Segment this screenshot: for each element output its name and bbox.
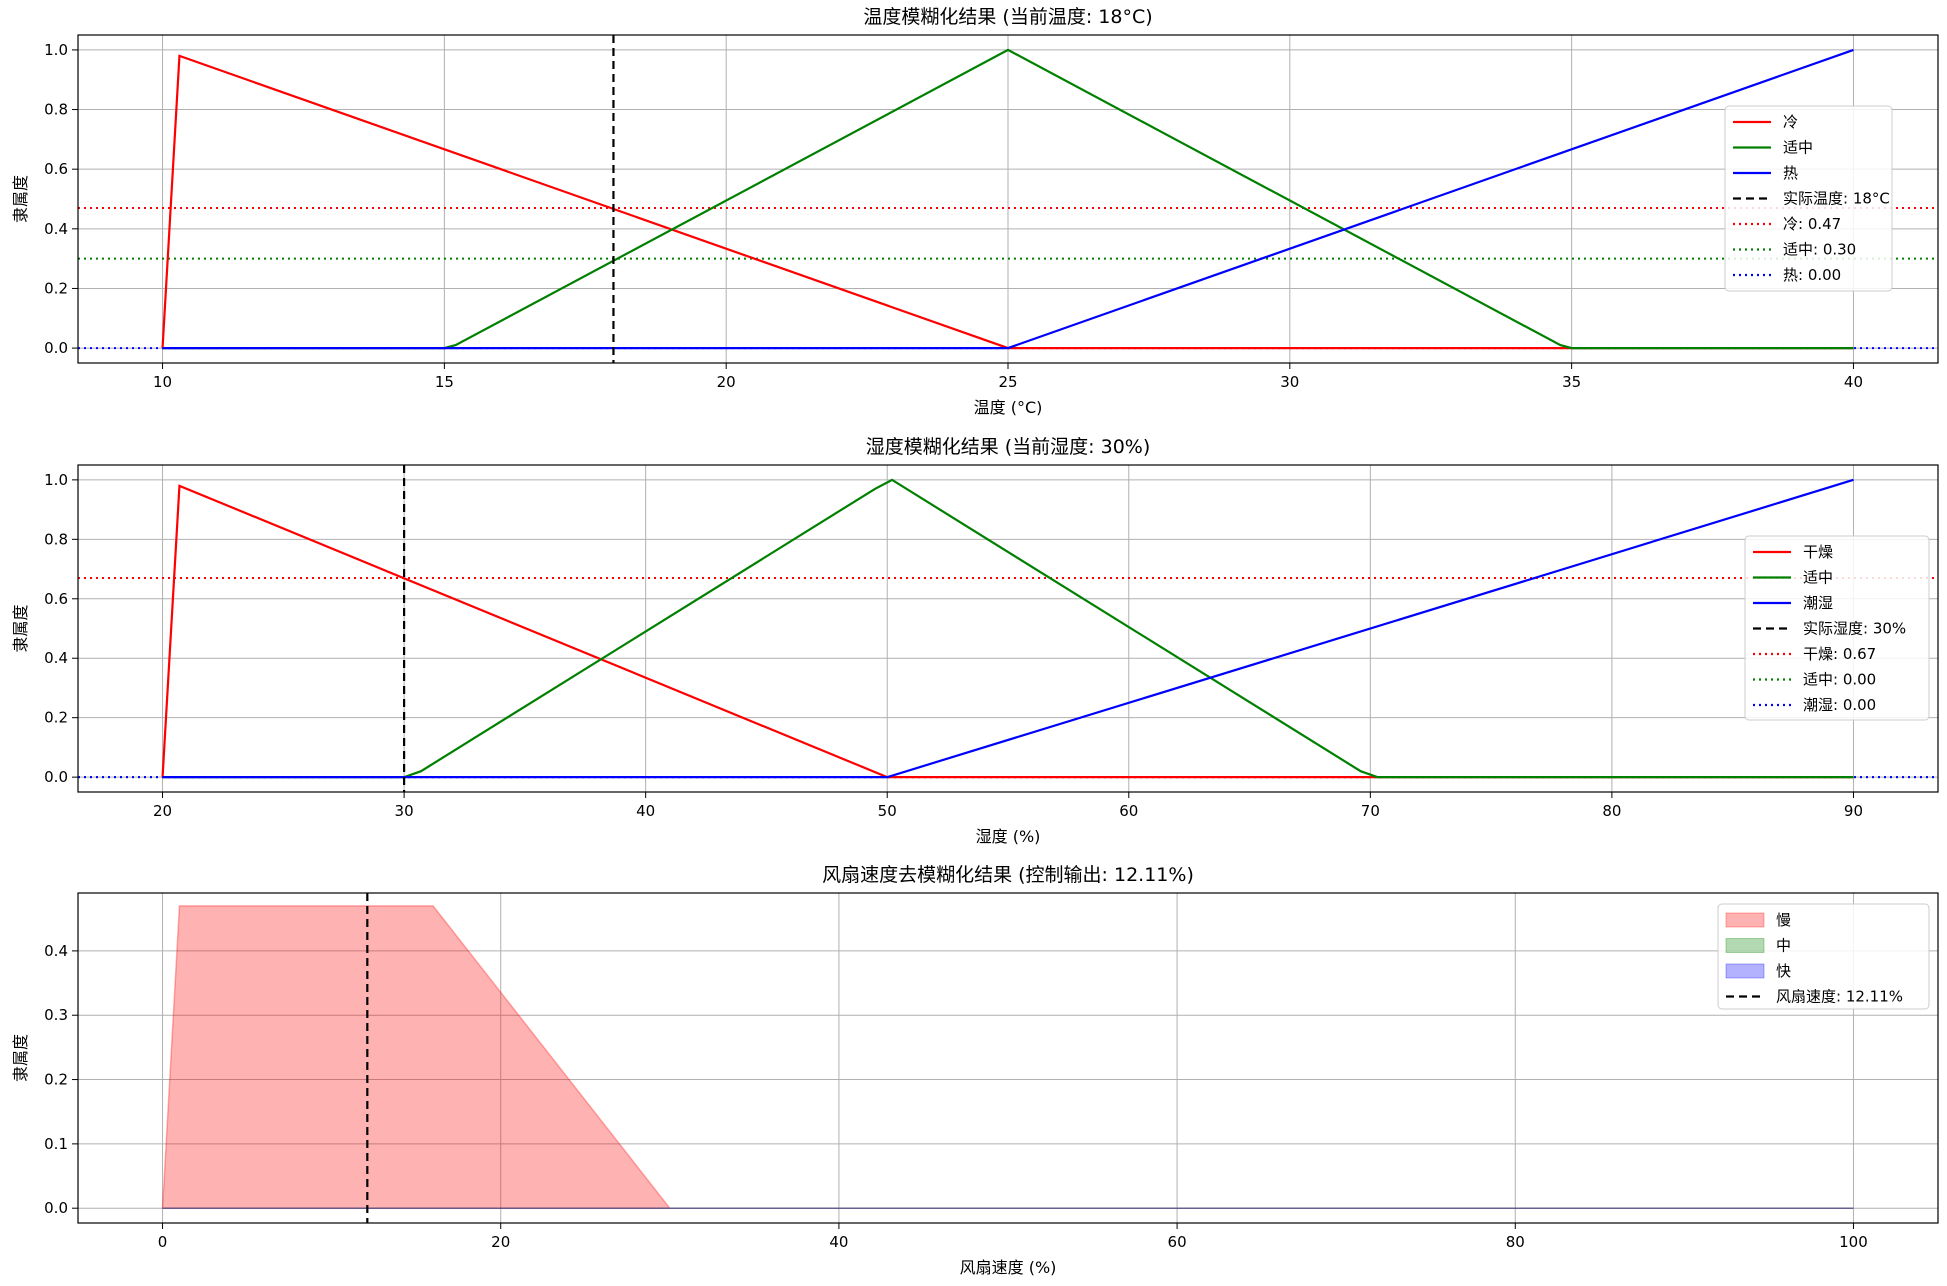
y-tick-label: 0.4: [44, 220, 68, 238]
chart-title: 温度模糊化结果 (当前温度: 18°C): [863, 6, 1152, 28]
y-tick-label: 0.2: [44, 709, 68, 727]
y-tick-label: 0.0: [44, 1199, 68, 1217]
x-tick-label: 40: [829, 1233, 848, 1251]
legend-label: 潮湿: 0.00: [1803, 696, 1876, 714]
legend-label: 实际温度: 18°C: [1783, 190, 1890, 208]
membership-curve: [161, 484, 1854, 779]
y-tick-label: 1.0: [44, 41, 68, 59]
legend-label: 冷: [1783, 113, 1798, 131]
legend-label: 慢: [1776, 911, 1791, 929]
legend-label: 干燥: [1803, 543, 1833, 561]
legend-box: [1724, 105, 1893, 292]
x-tick-label: 70: [1361, 802, 1380, 820]
legend-label: 适中: [1803, 569, 1833, 587]
x-tick-label: 100: [1839, 1233, 1868, 1251]
membership-curve: [162, 478, 1854, 779]
axes-frame: [77, 892, 1939, 1224]
plot-area: [161, 893, 1854, 1223]
chart-panel-3: 0 20 40 60 80 100 0.0 0.1 0.2 0.3 0.4 风扇速度去模糊化结果 (控…: [11, 864, 1939, 1277]
x-tick-label: 40: [1844, 373, 1863, 391]
x-tick-label: 40: [636, 802, 655, 820]
legend-label: 潮湿: [1803, 594, 1833, 612]
x-tick-label: 25: [998, 373, 1017, 391]
chart-panel-1: 10 15 20 25 30 35 40 0.0 0.2 0.4 0.6 0.8 1.0 温度模糊化结果 …: [11, 6, 1939, 417]
x-tick-label: 35: [1562, 373, 1581, 391]
y-axis-label: 隶属度: [11, 1034, 30, 1082]
x-tick-label: 20: [491, 1233, 510, 1251]
x-tick-label: 30: [1280, 373, 1299, 391]
y-tick-label: 0.6: [44, 590, 68, 608]
legend-label: 热: [1783, 164, 1798, 182]
x-axis-label: 湿度 (%): [976, 827, 1041, 846]
y-tick-label: 0.0: [44, 339, 68, 357]
y-axis-label: 隶属度: [11, 175, 30, 223]
x-tick-label: 20: [717, 373, 736, 391]
y-tick-label: 0.6: [44, 160, 68, 178]
legend-swatch: [1725, 963, 1765, 979]
legend-label: 热: 0.00: [1783, 266, 1841, 284]
membership-curve: [162, 48, 1854, 350]
legend-label: 适中: 0.30: [1783, 241, 1856, 259]
y-tick-label: 0.1: [44, 1135, 68, 1153]
plot-area: [78, 35, 1938, 363]
legend-box: [1744, 535, 1930, 721]
x-tick-label: 60: [1168, 1233, 1187, 1251]
legend-label: 快: [1776, 962, 1791, 980]
x-tick-label: 15: [435, 373, 454, 391]
axes-frame: [77, 34, 1939, 364]
axes-frame: [77, 464, 1939, 793]
y-tick-label: 0.2: [44, 1071, 68, 1089]
legend-label: 冷: 0.47: [1783, 215, 1841, 233]
x-axis-label: 温度 (°C): [974, 398, 1043, 417]
chart-title: 风扇速度去模糊化结果 (控制输出: 12.11%): [822, 864, 1194, 886]
legend-swatch: [1725, 912, 1765, 928]
chart-panel-2: 20 30 40 50 60 70 80 90 0.0 0.2 0.4 0.6 0.8 1.0 湿度模糊化结…: [11, 436, 1939, 846]
x-tick-label: 80: [1506, 1233, 1525, 1251]
y-axis-label: 隶属度: [11, 604, 30, 652]
membership-curve: [162, 478, 1854, 779]
membership-curve: [161, 54, 1854, 350]
legend-label: 适中: [1783, 139, 1813, 157]
x-tick-label: 20: [153, 802, 172, 820]
x-tick-label: 30: [395, 802, 414, 820]
y-tick-label: 0.8: [44, 530, 68, 548]
y-tick-label: 0.0: [44, 768, 68, 786]
legend-label: 适中: 0.00: [1803, 671, 1876, 689]
legend-box: [1717, 903, 1930, 1010]
y-tick-label: 1.0: [44, 471, 68, 489]
y-tick-label: 0.3: [44, 1006, 68, 1024]
legend-label: 干燥: 0.67: [1803, 645, 1876, 663]
chart-title: 湿度模糊化结果 (当前湿度: 30%): [866, 436, 1151, 458]
x-tick-label: 80: [1602, 802, 1621, 820]
legend-swatch: [1725, 938, 1765, 953]
y-tick-label: 0.8: [44, 101, 68, 119]
y-tick-label: 0.2: [44, 279, 68, 297]
x-tick-label: 60: [1119, 802, 1138, 820]
legend-label: 风扇速度: 12.11%: [1776, 988, 1903, 1006]
fill-area-series: [161, 905, 1854, 1209]
legend-label: 实际湿度: 30%: [1803, 620, 1906, 638]
y-tick-label: 0.4: [44, 649, 68, 667]
y-tick-label: 0.4: [44, 942, 68, 960]
x-tick-label: 0: [158, 1233, 168, 1251]
plot-area: [78, 465, 1938, 792]
x-axis-label: 风扇速度 (%): [960, 1258, 1057, 1277]
x-tick-label: 50: [878, 802, 897, 820]
legend-label: 中: [1776, 937, 1791, 955]
x-tick-label: 10: [153, 373, 172, 391]
x-tick-label: 90: [1844, 802, 1863, 820]
